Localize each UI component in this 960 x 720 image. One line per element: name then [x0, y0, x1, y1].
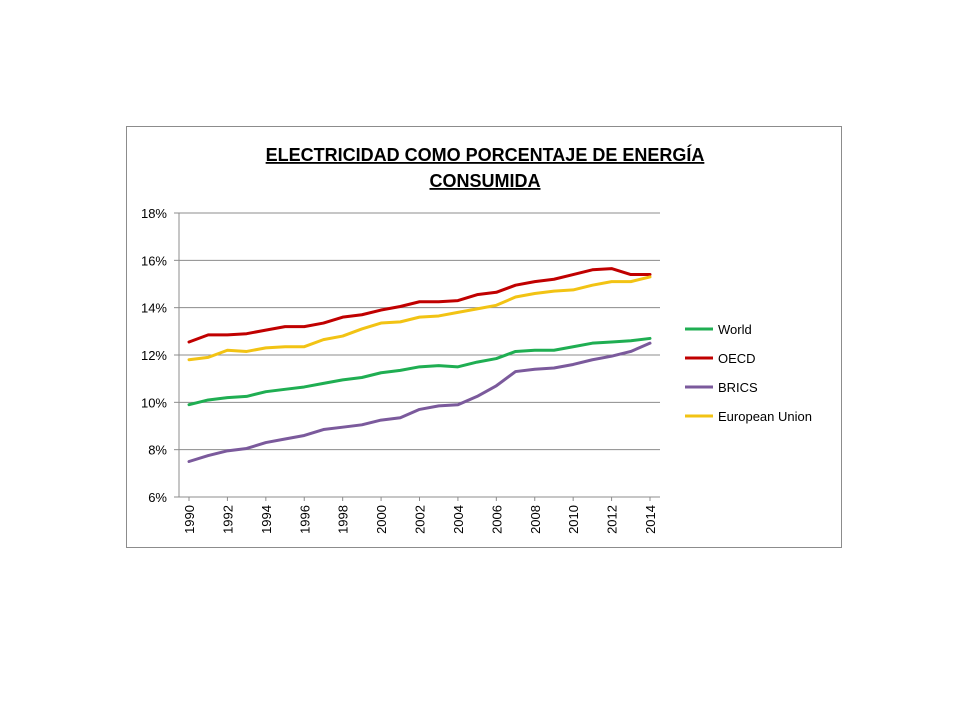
chart-frame: ELECTRICIDAD COMO PORCENTAJE DE ENERGÍA …: [126, 126, 842, 548]
legend-label-oecd: OECD: [718, 351, 756, 366]
series-line-brics: [187, 341, 652, 463]
x-tick-label: 2006: [489, 505, 504, 534]
y-tick-label: 10%: [141, 395, 167, 410]
y-tick-label: 6%: [148, 490, 167, 505]
axes: [174, 212, 660, 501]
legend: World OECD BRICS European Union: [685, 322, 812, 424]
x-axis-tick-labels: 1990 1992 1994 1996 1998 2000 2002 2004 2006 2008…: [182, 505, 658, 534]
x-tick-label: 2010: [566, 505, 581, 534]
y-tick-label: 18%: [141, 206, 167, 221]
series-line-european-union: [187, 275, 652, 362]
chart-title: ELECTRICIDAD COMO PORCENTAJE DE ENERGÍA …: [266, 144, 705, 191]
x-tick-label: 1990: [182, 505, 197, 534]
x-tick-label: 2008: [528, 505, 543, 534]
x-tick-label: 1996: [297, 505, 312, 534]
series-line-world: [187, 336, 652, 407]
x-tick-label: 2000: [374, 505, 389, 534]
y-axis-tick-labels: 6% 8% 10% 12% 14% 16% 18%: [141, 206, 167, 505]
chart-title-line-1: ELECTRICIDAD COMO PORCENTAJE DE ENERGÍA: [266, 144, 705, 165]
x-tick-label: 2004: [451, 505, 466, 534]
y-tick-label: 12%: [141, 348, 167, 363]
x-tick-label: 2014: [643, 505, 658, 534]
x-tick-label: 1992: [220, 505, 235, 534]
line-chart: ELECTRICIDAD COMO PORCENTAJE DE ENERGÍA …: [141, 144, 812, 534]
x-tick-label: 1998: [336, 505, 351, 534]
x-tick-label: 2002: [413, 505, 428, 534]
y-tick-label: 14%: [141, 301, 167, 316]
chart-title-line-2: CONSUMIDA: [430, 171, 541, 191]
legend-label-brics: BRICS: [718, 380, 758, 395]
x-tick-label: 1994: [259, 505, 274, 534]
x-tick-label: 2012: [605, 505, 620, 534]
series-lines: [187, 267, 652, 463]
gridlines: [179, 212, 660, 451]
legend-label-european-union: European Union: [718, 409, 812, 424]
series-line-oecd: [187, 267, 652, 344]
y-tick-label: 8%: [148, 443, 167, 458]
y-tick-label: 16%: [141, 253, 167, 268]
legend-label-world: World: [718, 322, 752, 337]
